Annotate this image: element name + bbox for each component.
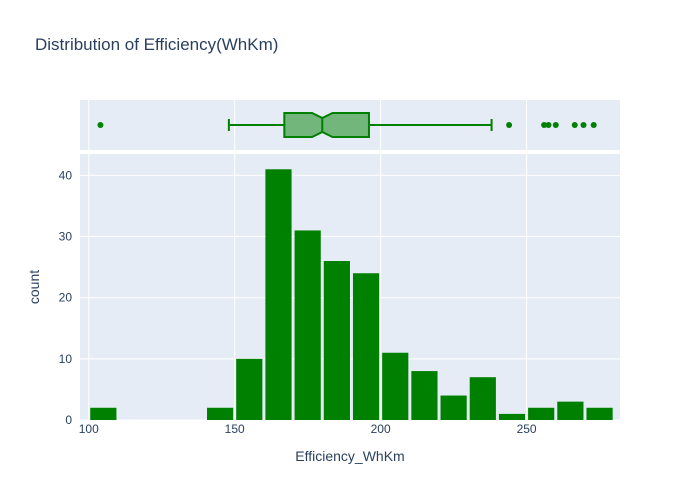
boxplot-outlier bbox=[545, 122, 552, 128]
y-tick-label: 30 bbox=[59, 230, 73, 244]
histogram-bar bbox=[411, 371, 438, 420]
boxplot-outlier bbox=[97, 122, 104, 128]
histogram-bar bbox=[236, 358, 263, 420]
y-axis-ticks: 0 10 20 30 40 bbox=[59, 168, 73, 427]
histogram-gridlines bbox=[80, 154, 620, 421]
boxplot-panel bbox=[80, 100, 620, 150]
histogram-bar bbox=[207, 407, 234, 420]
histogram-bar bbox=[586, 407, 613, 420]
x-axis-ticks: 100 150 200 250 bbox=[79, 422, 537, 436]
boxplot-marks bbox=[97, 112, 597, 138]
x-tick-label: 100 bbox=[79, 422, 99, 436]
boxplot-outlier bbox=[541, 122, 548, 128]
boxplot-outlier bbox=[506, 122, 513, 128]
y-tick-label: 10 bbox=[59, 352, 73, 366]
histogram-bar bbox=[440, 395, 467, 420]
histogram-bar bbox=[352, 273, 380, 420]
y-tick-label: 20 bbox=[59, 291, 73, 305]
histogram-bar bbox=[265, 169, 292, 420]
y-tick-label: 40 bbox=[59, 168, 73, 182]
histogram-bar bbox=[323, 261, 350, 420]
y-axis-title: count bbox=[26, 270, 42, 304]
histogram-bar bbox=[469, 377, 496, 420]
x-tick-label: 150 bbox=[225, 422, 245, 436]
histogram-bars bbox=[90, 169, 613, 420]
histogram-bar bbox=[498, 413, 526, 420]
boxplot-outlier bbox=[590, 122, 597, 128]
x-tick-label: 200 bbox=[371, 422, 391, 436]
histogram-panel: 100 150 200 250 0 10 20 30 40 bbox=[59, 154, 620, 436]
chart-title: Distribution of Efficiency(WhKm) bbox=[35, 35, 278, 54]
x-tick-label: 250 bbox=[517, 422, 537, 436]
boxplot-outlier bbox=[580, 122, 587, 128]
x-axis-title: Efficiency_WhKm bbox=[295, 448, 404, 464]
boxplot-outlier bbox=[552, 122, 559, 128]
histogram-bar bbox=[294, 230, 321, 420]
boxplot-outlier bbox=[571, 122, 578, 128]
boxplot-box bbox=[283, 112, 370, 138]
histogram-bar bbox=[382, 352, 409, 420]
y-tick-label: 0 bbox=[65, 413, 72, 427]
histogram-background bbox=[80, 154, 620, 420]
histogram-bar bbox=[90, 407, 117, 420]
histogram-bar bbox=[557, 401, 584, 420]
histogram-bar bbox=[528, 407, 555, 420]
